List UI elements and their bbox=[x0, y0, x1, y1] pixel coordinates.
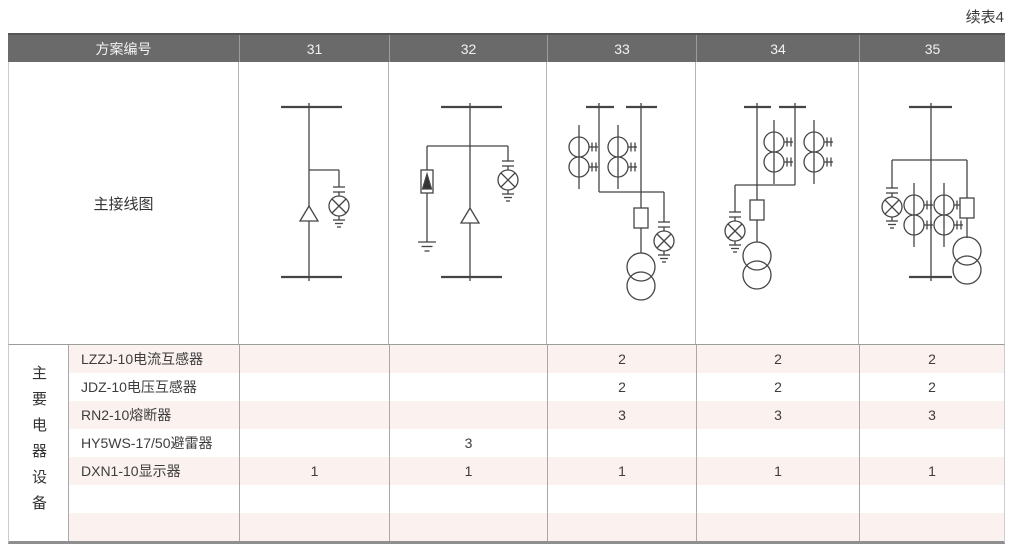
equipment-count: 3 bbox=[547, 401, 696, 429]
equipment-count bbox=[389, 401, 547, 429]
equipment-count bbox=[239, 429, 389, 457]
equipment-count bbox=[696, 485, 859, 513]
diagram-row-label: 主接线图 bbox=[9, 62, 239, 344]
header-scheme-32: 32 bbox=[390, 35, 548, 62]
equipment-count: 1 bbox=[547, 457, 696, 485]
equipment-count bbox=[696, 429, 859, 457]
equipment-count bbox=[239, 513, 389, 541]
equipment-count: 1 bbox=[389, 457, 547, 485]
equipment-section-label-cell: 主要电器设备 bbox=[9, 345, 69, 541]
header-scheme-number: 方案编号 bbox=[8, 35, 240, 62]
equipment-count bbox=[859, 513, 1004, 541]
main-wiring-diagram-32 bbox=[417, 103, 519, 281]
header-scheme-33: 33 bbox=[548, 35, 697, 62]
equipment-count bbox=[389, 345, 547, 373]
equipment-count: 1 bbox=[859, 457, 1004, 485]
equipment-name: RN2-10熔断器 bbox=[81, 407, 172, 423]
header-scheme-35: 35 bbox=[924, 40, 941, 57]
equipment-name: LZZJ-10电流互感器 bbox=[81, 351, 204, 367]
equipment-count bbox=[389, 373, 547, 401]
equipment-name: DXN1-10显示器 bbox=[81, 463, 181, 479]
equipment-count bbox=[389, 485, 547, 513]
equipment-name bbox=[69, 485, 239, 513]
equipment-name: JDZ-10电压互感器 bbox=[81, 379, 197, 395]
diagram-cell-31 bbox=[239, 62, 389, 344]
equipment-count: 2 bbox=[696, 373, 859, 401]
main-wiring-diagram-35 bbox=[881, 103, 982, 285]
equipment-vertical-label: 主要电器设备 bbox=[30, 365, 47, 521]
table-row bbox=[69, 513, 1004, 541]
equipment-count: 3 bbox=[389, 429, 547, 457]
equipment-count bbox=[239, 373, 389, 401]
main-wiring-diagram-33 bbox=[568, 103, 675, 301]
continuation-label: 续表4 bbox=[965, 9, 1004, 26]
equipment-count bbox=[696, 513, 859, 541]
header-scheme-31: 31 bbox=[240, 35, 390, 62]
table-row: RN2-10熔断器 3 3 3 bbox=[69, 401, 1004, 429]
equipment-count bbox=[547, 513, 696, 541]
diagram-cell-32 bbox=[389, 62, 547, 344]
equipment-section: 主要电器设备 LZZJ-10电流互感器 2 2 2 JDZ-10电压互感器 2 … bbox=[8, 345, 1005, 544]
equipment-count: 2 bbox=[859, 345, 1004, 373]
table-row: DXN1-10显示器 1 1 1 1 1 bbox=[69, 457, 1004, 485]
main-wiring-diagram-34 bbox=[724, 103, 834, 290]
table-header-row: 方案编号 31 32 33 34 35 bbox=[8, 33, 1005, 62]
table-row bbox=[69, 485, 1004, 513]
equipment-count: 1 bbox=[239, 457, 389, 485]
equipment-count: 2 bbox=[547, 373, 696, 401]
equipment-count bbox=[239, 485, 389, 513]
equipment-rows: LZZJ-10电流互感器 2 2 2 JDZ-10电压互感器 2 2 2 RN2… bbox=[69, 345, 1004, 541]
equipment-name: HY5WS-17/50避雷器 bbox=[81, 435, 213, 451]
scheme-table: 方案编号 31 32 33 34 35 主接线图 bbox=[8, 33, 1005, 544]
equipment-count: 2 bbox=[859, 373, 1004, 401]
table-row: HY5WS-17/50避雷器 3 bbox=[69, 429, 1004, 457]
equipment-count bbox=[389, 513, 547, 541]
equipment-count bbox=[547, 429, 696, 457]
equipment-count bbox=[239, 401, 389, 429]
equipment-count bbox=[859, 485, 1004, 513]
equipment-count: 2 bbox=[547, 345, 696, 373]
diagram-cell-34 bbox=[696, 62, 859, 344]
main-wiring-diagram-31 bbox=[281, 103, 350, 281]
equipment-count: 3 bbox=[696, 401, 859, 429]
diagram-cell-33 bbox=[547, 62, 696, 344]
equipment-count bbox=[239, 345, 389, 373]
equipment-count bbox=[547, 485, 696, 513]
equipment-count: 1 bbox=[696, 457, 859, 485]
equipment-count: 3 bbox=[859, 401, 1004, 429]
diagram-cell-35 bbox=[859, 62, 1004, 344]
header-scheme-34: 34 bbox=[697, 35, 860, 62]
table-row: JDZ-10电压互感器 2 2 2 bbox=[69, 373, 1004, 401]
equipment-name bbox=[69, 513, 239, 541]
table-row: LZZJ-10电流互感器 2 2 2 bbox=[69, 345, 1004, 373]
equipment-count: 2 bbox=[696, 345, 859, 373]
equipment-count bbox=[859, 429, 1004, 457]
main-wiring-diagram-row: 主接线图 bbox=[8, 62, 1005, 345]
